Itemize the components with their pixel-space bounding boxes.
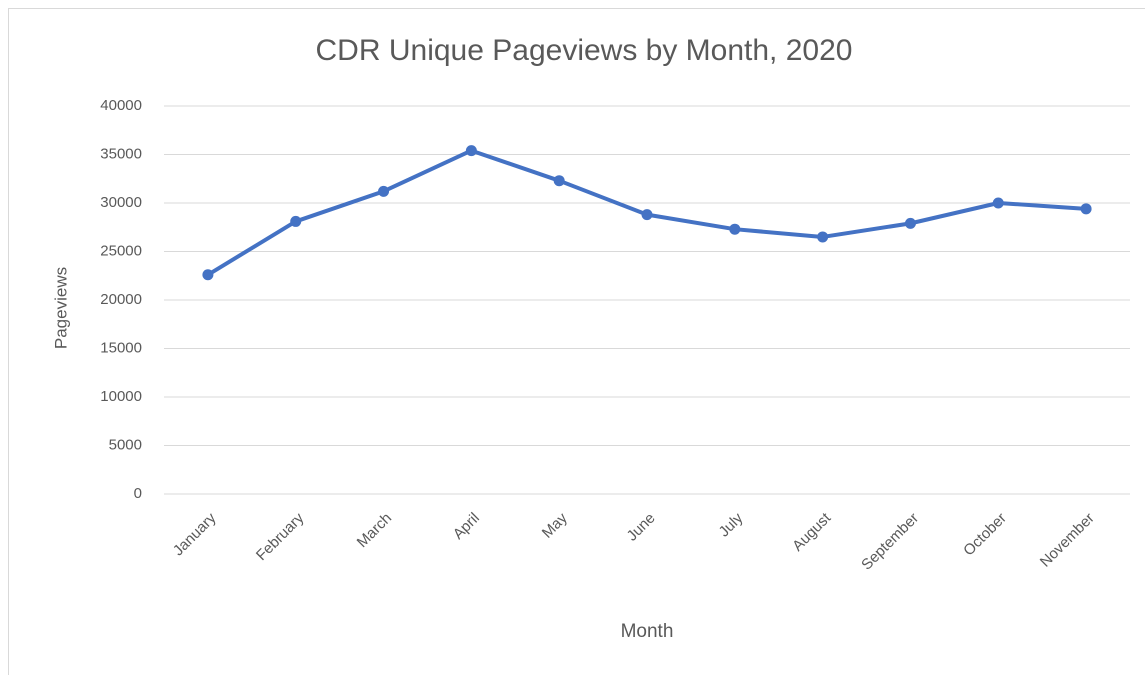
point-marker	[553, 175, 565, 187]
y-tick-label: 15000	[100, 339, 142, 356]
y-tick-label: 10000	[100, 388, 142, 405]
y-tick-label: 30000	[100, 194, 142, 211]
y-tick-label: 25000	[100, 242, 142, 259]
y-tick-label: 20000	[100, 291, 142, 308]
point-marker	[817, 231, 829, 243]
point-marker	[202, 269, 214, 281]
chart-title: CDR Unique Pageviews by Month, 2020	[316, 34, 853, 67]
y-tick-label: 5000	[109, 436, 142, 453]
point-marker	[290, 215, 302, 227]
point-marker	[378, 185, 390, 197]
y-axis-label: Pageviews	[51, 267, 70, 349]
chart-frame	[8, 8, 1145, 675]
x-axis-label: Month	[621, 621, 674, 642]
point-marker	[992, 197, 1004, 209]
point-marker	[465, 145, 477, 157]
y-tick-label: 40000	[100, 97, 142, 114]
point-marker	[641, 209, 653, 221]
point-marker	[904, 217, 916, 229]
point-marker	[729, 223, 741, 235]
y-tick-label: 35000	[100, 145, 142, 162]
point-marker	[1080, 203, 1092, 215]
y-tick-label: 0	[134, 485, 142, 502]
